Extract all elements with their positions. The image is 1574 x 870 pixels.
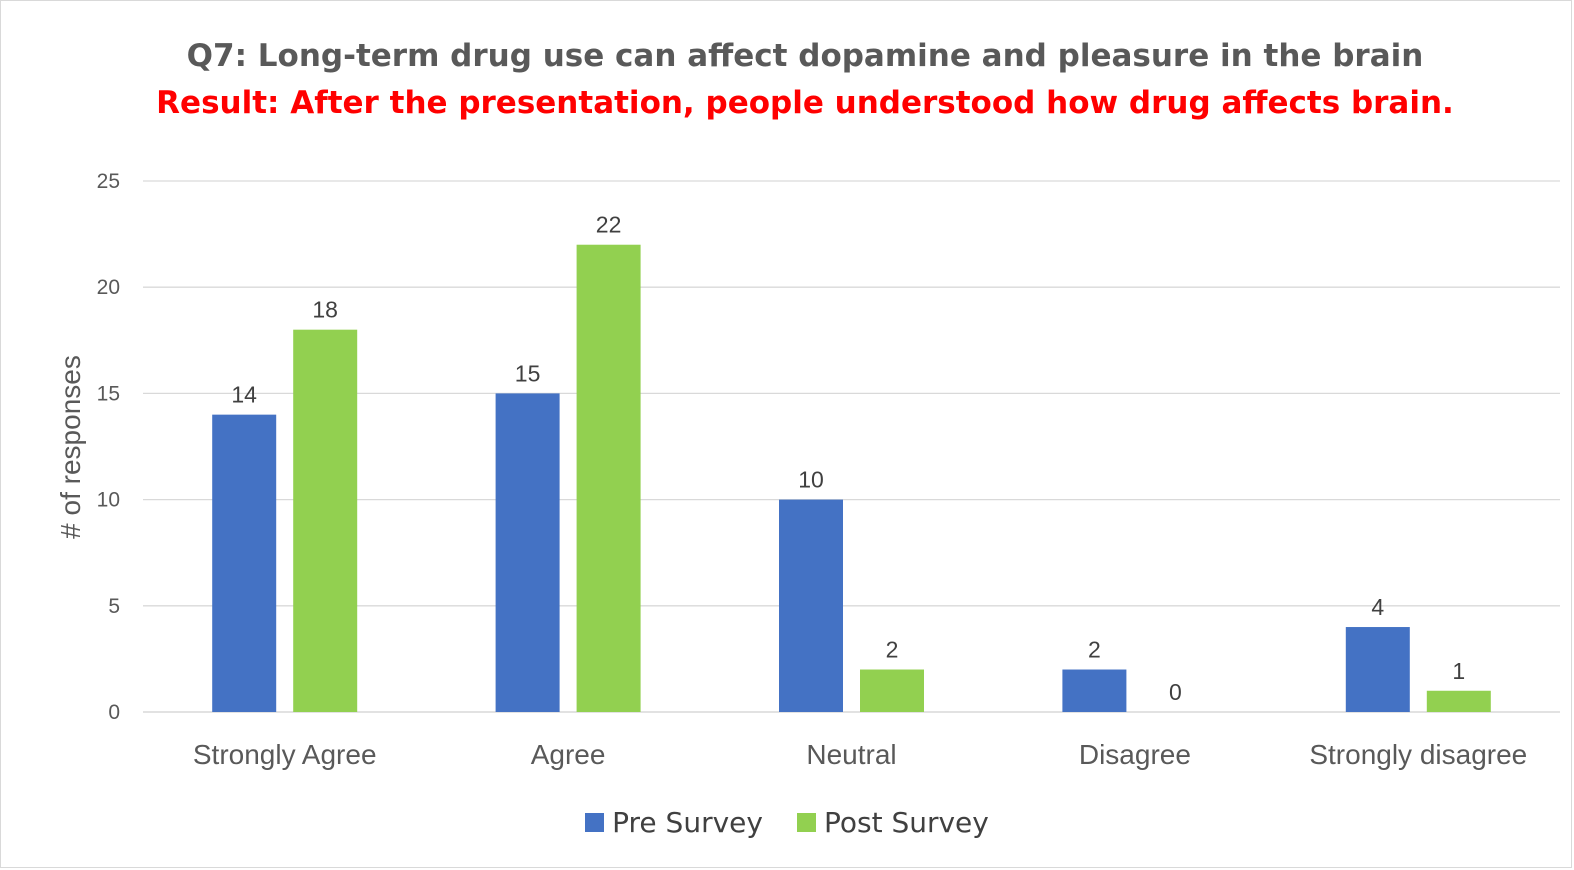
legend-item-post: Post Survey: [796, 806, 989, 839]
data-label: 1: [1452, 658, 1465, 684]
legend-label-pre: Pre Survey: [612, 806, 763, 839]
y-tick-label: 5: [108, 595, 120, 618]
bars: [212, 244, 1491, 712]
data-label: 2: [1088, 637, 1101, 663]
y-tick-label: 20: [97, 276, 120, 299]
data-label: 22: [596, 212, 622, 238]
bar-pre-1: [495, 393, 560, 712]
y-tick-label: 25: [97, 170, 120, 193]
legend-item-pre: Pre Survey: [585, 806, 763, 839]
bar-post-1: [576, 244, 641, 712]
gridlines: [143, 180, 1560, 713]
data-label: 14: [231, 382, 257, 408]
data-label: 15: [515, 360, 541, 386]
chart-title: Q7: Long-term drug use can affect dopami…: [186, 38, 1424, 74]
data-label: 4: [1371, 594, 1384, 620]
y-tick-label: 10: [97, 489, 120, 512]
bar-post-4: [1426, 690, 1491, 712]
bar-pre-2: [779, 499, 843, 712]
x-axis-ticks: Strongly Agree Agree Neutral Disagree Strong…: [193, 739, 1527, 770]
legend-swatch-post: [796, 813, 816, 832]
y-axis-ticks: 0 5 10 15 20 25: [97, 170, 120, 724]
x-tick-label: Agree: [531, 739, 606, 770]
data-label: 2: [886, 637, 899, 663]
x-tick-label: Neutral: [806, 739, 896, 770]
x-tick-label: Strongly Agree: [193, 739, 377, 770]
x-tick-label: Disagree: [1079, 739, 1191, 770]
bar-pre-4: [1345, 627, 1410, 712]
y-tick-label: 0: [108, 701, 120, 724]
bar-post-0: [293, 329, 358, 712]
legend: Pre Survey Post Survey: [0, 806, 1574, 839]
data-label: 10: [798, 467, 824, 493]
data-label: 18: [312, 297, 338, 323]
y-tick-label: 15: [97, 382, 120, 405]
legend-swatch-pre: [585, 813, 605, 832]
legend-label-post: Post Survey: [823, 806, 989, 839]
chart-subtitle: Result: After the presentation, people u…: [156, 85, 1454, 121]
x-tick-label: Strongly disagree: [1309, 739, 1527, 770]
y-axis-label: # of responses: [55, 355, 86, 539]
bar-pre-0: [212, 414, 277, 712]
bar-pre-3: [1062, 669, 1127, 712]
bar-post-2: [860, 669, 924, 712]
data-label: 0: [1169, 679, 1182, 705]
